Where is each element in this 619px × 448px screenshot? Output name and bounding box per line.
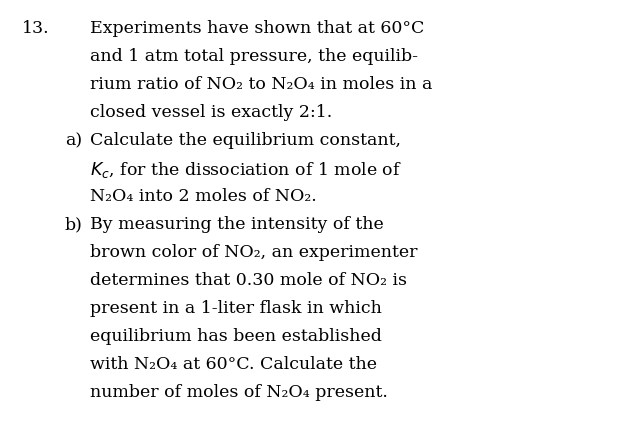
Text: b): b) — [65, 216, 83, 233]
Text: with N₂O₄ at 60°C. Calculate the: with N₂O₄ at 60°C. Calculate the — [90, 356, 377, 373]
Text: $K_c$, for the dissociation of 1 mole of: $K_c$, for the dissociation of 1 mole of — [90, 160, 402, 180]
Text: By measuring the intensity of the: By measuring the intensity of the — [90, 216, 384, 233]
Text: brown color of NO₂, an experimenter: brown color of NO₂, an experimenter — [90, 244, 417, 261]
Text: present in a 1-liter flask in which: present in a 1-liter flask in which — [90, 300, 382, 317]
Text: equilibrium has been established: equilibrium has been established — [90, 328, 382, 345]
Text: closed vessel is exactly 2:1.: closed vessel is exactly 2:1. — [90, 104, 332, 121]
Text: and 1 atm total pressure, the equilib-: and 1 atm total pressure, the equilib- — [90, 48, 418, 65]
Text: rium ratio of NO₂ to N₂O₄ in moles in a: rium ratio of NO₂ to N₂O₄ in moles in a — [90, 76, 432, 93]
Text: Calculate the equilibrium constant,: Calculate the equilibrium constant, — [90, 132, 400, 149]
Text: determines that 0.30 mole of NO₂ is: determines that 0.30 mole of NO₂ is — [90, 272, 407, 289]
Text: number of moles of N₂O₄ present.: number of moles of N₂O₄ present. — [90, 384, 387, 401]
Text: 13.: 13. — [22, 20, 50, 37]
Text: a): a) — [65, 132, 82, 149]
Text: N₂O₄ into 2 moles of NO₂.: N₂O₄ into 2 moles of NO₂. — [90, 188, 316, 205]
Text: Experiments have shown that at 60°C: Experiments have shown that at 60°C — [90, 20, 424, 37]
